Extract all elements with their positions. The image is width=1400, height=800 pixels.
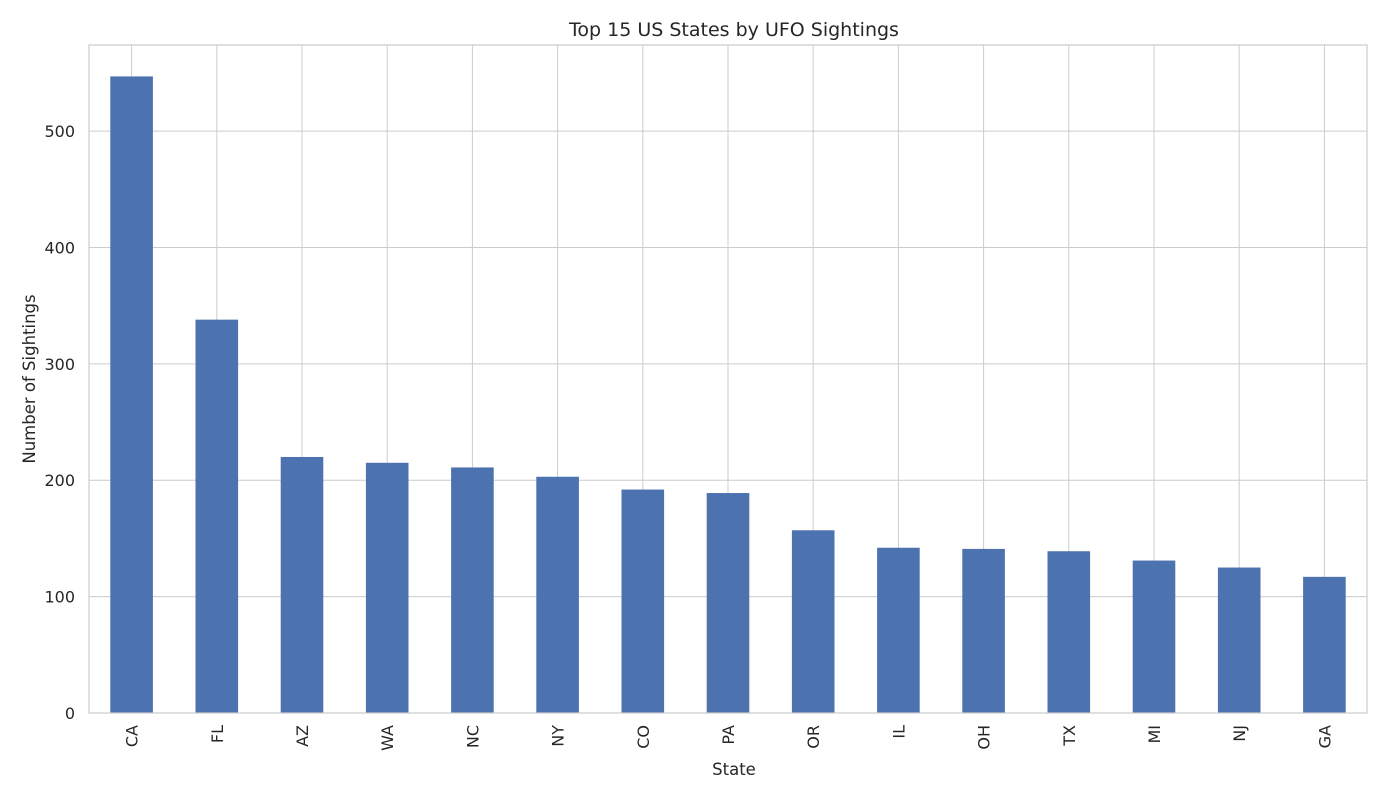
bar-fl — [195, 319, 239, 713]
y-tick-label: 0 — [65, 704, 75, 723]
x-tick-label: AZ — [293, 725, 312, 747]
y-tick-label: 500 — [44, 122, 75, 141]
y-axis-label: Number of Sightings — [20, 294, 39, 463]
bar-pa — [706, 493, 750, 713]
bar-oh — [962, 548, 1005, 713]
y-tick-labels: 0 100 200 300 400 500 — [44, 122, 75, 723]
bars — [110, 76, 1346, 713]
x-tick-label: OR — [804, 725, 823, 749]
x-tick-labels: CA FL AZ WA NC NY CO PA OR IL OH TX MI NJ GA — [123, 725, 1335, 751]
bar-mi — [1132, 560, 1176, 713]
bar-nc — [451, 467, 494, 713]
x-tick-label: WA — [378, 725, 397, 751]
bar-ga — [1303, 576, 1346, 713]
x-axis-label: State — [712, 760, 756, 779]
bar-or — [791, 530, 835, 713]
y-tick-label: 200 — [44, 471, 75, 490]
axes-frame — [88, 44, 1368, 714]
x-tick-label: CA — [123, 725, 142, 747]
bar-ca — [110, 76, 153, 713]
bar-co — [621, 489, 665, 713]
x-tick-label: OH — [975, 725, 994, 750]
x-tick-label: PA — [719, 725, 738, 745]
bar-tx — [1047, 551, 1091, 713]
chart-title: Top 15 US States by UFO Sightings — [568, 19, 899, 41]
x-tick-label: NY — [549, 725, 568, 747]
bar-nj — [1217, 567, 1261, 713]
x-tick-label: GA — [1315, 725, 1334, 748]
y-tick-label: 400 — [44, 238, 75, 257]
x-tick-label: FL — [208, 725, 227, 743]
bar-il — [877, 547, 920, 713]
bar-az — [280, 456, 324, 713]
bar-wa — [365, 462, 409, 713]
x-tick-label: NC — [463, 725, 482, 748]
x-tick-label: TX — [1060, 725, 1079, 747]
x-tick-label: NJ — [1230, 725, 1249, 742]
y-tick-label: 100 — [44, 588, 75, 607]
x-tick-label: MI — [1145, 725, 1164, 744]
x-tick-label: IL — [889, 725, 908, 739]
y-tick-label: 300 — [44, 355, 75, 374]
bar-ny — [536, 476, 579, 713]
x-tick-label: CO — [634, 725, 653, 749]
